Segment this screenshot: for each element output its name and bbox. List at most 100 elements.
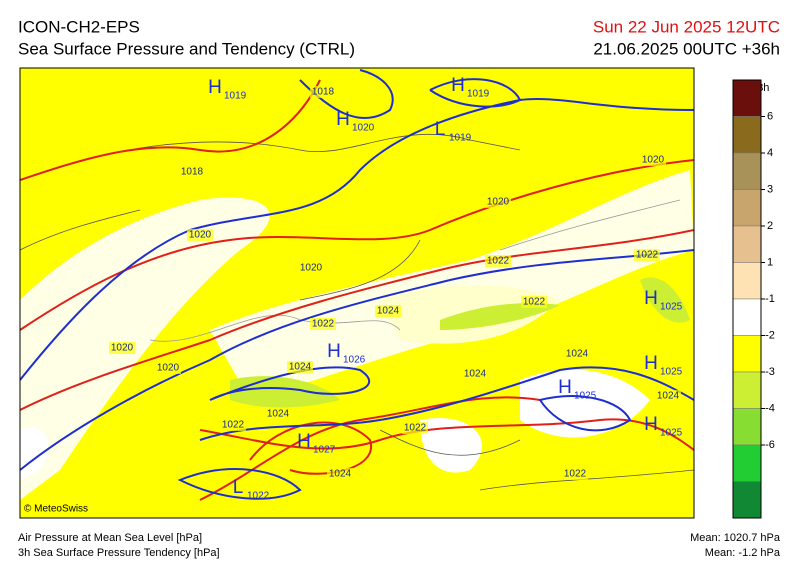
pressure-center-value: 1019 — [449, 133, 472, 144]
footer-right: Mean: -1.2 hPa — [705, 547, 781, 559]
legend-tick-label: -4 — [765, 402, 775, 414]
legend-swatch — [732, 481, 762, 519]
legend-tick-label: -1 — [765, 293, 775, 305]
isobar-label-bg — [109, 342, 135, 354]
legend-tick-label: -3 — [765, 366, 775, 378]
pressure-center-symbol: H — [208, 77, 222, 98]
legend-swatch — [732, 408, 762, 446]
map-field — [20, 69, 694, 501]
isobar-label-bg — [485, 196, 511, 208]
legend-swatch — [732, 189, 762, 227]
isobar-label-bg — [521, 296, 547, 308]
legend-tick-label: -6 — [765, 439, 775, 451]
isobar-label: 1024 — [377, 306, 400, 317]
isobar-label: 1020 — [300, 263, 323, 274]
isobar-label: 1022 — [564, 469, 587, 480]
pressure-center-symbol: L — [233, 477, 244, 498]
isobar-label: 1024 — [657, 391, 680, 402]
isobar-label-bg — [564, 348, 590, 360]
isobar-label: 1020 — [487, 197, 510, 208]
isobar-label-bg — [220, 419, 246, 431]
isobar-label: 1024 — [289, 362, 312, 373]
isobar-label: 1022 — [487, 256, 510, 267]
legend-swatch — [732, 371, 762, 409]
pressure-center-symbol: H — [451, 75, 465, 96]
isobar-label: 1024 — [329, 469, 352, 480]
isobar-label: 1022 — [404, 423, 427, 434]
subtitle: Sea Surface Pressure and Tendency (CTRL) — [18, 39, 355, 58]
pressure-center-value: 1022 — [247, 491, 270, 502]
pressure-center-symbol: L — [435, 119, 446, 140]
isobar-label-bg — [179, 166, 205, 178]
pressure-center-symbol: H — [644, 288, 658, 309]
pressure-center-symbol: H — [644, 414, 658, 435]
isobar-label-bg — [375, 305, 401, 317]
isobar-label-bg — [327, 468, 353, 480]
legend-swatch — [732, 298, 762, 336]
pressure-center-value: 1020 — [352, 123, 375, 134]
isobar-label-bg — [562, 468, 588, 480]
isobar-label: 1024 — [464, 369, 487, 380]
footer-left: Air Pressure at Mean Sea Level [hPa] — [18, 532, 202, 544]
isobar-label-bg — [402, 422, 428, 434]
isobar-label-bg — [155, 362, 181, 374]
isobar-label: 1018 — [312, 87, 335, 98]
legend-tick-label: -2 — [765, 329, 775, 341]
isobar-label-bg — [310, 86, 336, 98]
pressure-center-value: 1025 — [660, 428, 683, 439]
pressure-center-value: 1025 — [574, 391, 597, 402]
isobar-label: 1022 — [523, 297, 546, 308]
footer-right: Mean: 1020.7 hPa — [690, 532, 781, 544]
legend-tick-label: 1 — [767, 256, 773, 268]
legend-swatch — [732, 79, 762, 117]
pressure-center-symbol: H — [297, 431, 311, 452]
legend-tick-label: 3 — [767, 183, 773, 195]
isobar-label: 1020 — [111, 343, 134, 354]
isobar-label-bg — [287, 361, 313, 373]
isobar-label: 1024 — [267, 409, 290, 420]
legend-swatch — [732, 225, 762, 263]
isobar-label: 1024 — [566, 349, 589, 360]
pressure-center-value: 1019 — [224, 91, 247, 102]
isobar-label: 1020 — [642, 155, 665, 166]
isobar-label: 1022 — [312, 319, 335, 330]
legend-tick-label: 2 — [767, 220, 773, 232]
isobar-label-bg — [462, 368, 488, 380]
legend-swatch — [732, 444, 762, 482]
isobar-label-bg — [485, 255, 511, 267]
legend-swatch — [732, 152, 762, 190]
isobar-label-bg — [640, 154, 666, 166]
isobar-label: 1020 — [189, 230, 212, 241]
run-time: 21.06.2025 00UTC +36h — [593, 39, 780, 58]
isobar-label-bg — [310, 318, 336, 330]
isobar-label-bg — [187, 229, 213, 241]
isobar-label-bg — [298, 262, 324, 274]
pressure-center-value: 1027 — [313, 445, 336, 456]
isobar-label-bg — [265, 408, 291, 420]
pressure-center-value: 1025 — [660, 367, 683, 378]
legend-tick-label: 4 — [767, 147, 773, 159]
isobar-label-bg — [634, 249, 660, 261]
pressure-center-symbol: H — [558, 377, 572, 398]
isobar-label: 1020 — [157, 363, 180, 374]
pressure-center-symbol: H — [644, 353, 658, 374]
isobar-label-bg — [655, 390, 681, 402]
footer-left: 3h Sea Surface Pressure Tendency [hPa] — [18, 547, 220, 559]
isobar-label: 1022 — [222, 420, 245, 431]
pressure-center-symbol: H — [336, 109, 350, 130]
isobar-label: 1022 — [636, 250, 659, 261]
valid-time: Sun 22 Jun 2025 12UTC — [593, 17, 780, 36]
pressure-center-value: 1025 — [660, 302, 683, 313]
pressure-center-value: 1026 — [343, 355, 366, 366]
legend-tick-label: 6 — [767, 110, 773, 122]
legend-swatch — [732, 335, 762, 373]
pressure-center-symbol: H — [327, 341, 341, 362]
legend-swatch — [732, 116, 762, 154]
isobar-label: 1018 — [181, 167, 204, 178]
legend-swatch — [732, 262, 762, 300]
copyright: © MeteoSwiss — [24, 504, 88, 515]
pressure-center-value: 1019 — [467, 89, 490, 100]
map: © MeteoSwiss — [19, 67, 695, 519]
title: ICON-CH2-EPS — [18, 17, 140, 36]
